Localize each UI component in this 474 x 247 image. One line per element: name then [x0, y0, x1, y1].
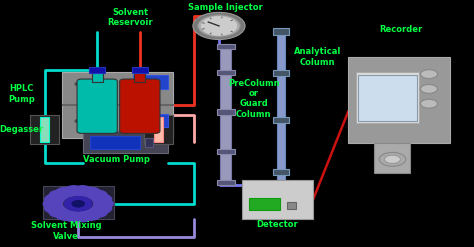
Circle shape	[75, 82, 82, 86]
Bar	[217, 70, 235, 75]
Text: Detector: Detector	[256, 220, 298, 229]
Text: Degasser: Degasser	[0, 125, 44, 134]
Circle shape	[45, 194, 64, 205]
Bar	[62, 72, 173, 138]
Bar	[220, 44, 231, 185]
Bar	[62, 104, 173, 105]
Circle shape	[72, 201, 84, 207]
Circle shape	[43, 199, 63, 209]
Bar	[273, 210, 289, 216]
Text: Solvent Mixing
Valve: Solvent Mixing Valve	[31, 221, 101, 241]
Circle shape	[49, 190, 69, 201]
Bar	[273, 28, 289, 35]
Circle shape	[198, 15, 240, 37]
Text: PreColumn
or
Guard
Column: PreColumn or Guard Column	[228, 79, 279, 119]
Circle shape	[64, 186, 84, 196]
FancyBboxPatch shape	[77, 79, 117, 133]
Bar	[217, 180, 235, 185]
Circle shape	[201, 17, 237, 35]
Circle shape	[420, 84, 438, 93]
Bar	[133, 75, 168, 89]
Circle shape	[64, 212, 84, 222]
Bar	[273, 169, 289, 175]
Bar	[133, 114, 168, 127]
Circle shape	[64, 197, 92, 211]
Circle shape	[75, 119, 82, 123]
Bar	[242, 180, 313, 219]
Bar	[145, 138, 153, 147]
Bar	[30, 115, 59, 144]
Bar	[217, 109, 235, 115]
Circle shape	[88, 207, 108, 217]
Bar	[43, 186, 114, 219]
Circle shape	[49, 207, 69, 217]
Circle shape	[103, 82, 110, 86]
FancyBboxPatch shape	[119, 79, 160, 133]
Circle shape	[193, 12, 245, 40]
Bar	[144, 115, 173, 144]
Bar	[348, 57, 450, 143]
Bar	[154, 117, 163, 142]
Circle shape	[89, 119, 96, 123]
Bar	[358, 75, 417, 121]
Circle shape	[384, 155, 401, 164]
Circle shape	[379, 152, 406, 166]
Circle shape	[89, 82, 96, 86]
Circle shape	[45, 203, 64, 213]
Bar	[287, 202, 296, 209]
Circle shape	[81, 210, 100, 220]
Text: Analytical
Column: Analytical Column	[294, 47, 341, 66]
Circle shape	[56, 187, 75, 198]
Bar	[135, 72, 145, 82]
Circle shape	[92, 194, 112, 205]
Text: Vacuum Pump: Vacuum Pump	[82, 155, 150, 164]
Circle shape	[103, 119, 110, 123]
Bar	[356, 72, 419, 124]
Bar	[83, 131, 168, 153]
Text: Solvent
Reservoir: Solvent Reservoir	[108, 8, 153, 27]
Circle shape	[92, 203, 112, 213]
Bar	[374, 143, 410, 173]
Bar	[273, 70, 289, 76]
Bar	[249, 198, 280, 210]
Bar	[90, 67, 105, 73]
Circle shape	[56, 210, 75, 220]
Circle shape	[420, 70, 438, 79]
Bar	[277, 30, 285, 216]
Bar	[40, 117, 49, 142]
Circle shape	[73, 186, 92, 196]
Text: HPLC
Pump: HPLC Pump	[8, 84, 35, 103]
Circle shape	[420, 99, 438, 108]
Bar	[217, 44, 235, 49]
Circle shape	[88, 190, 108, 201]
Bar	[132, 67, 147, 73]
Circle shape	[73, 212, 92, 222]
Text: Recorder: Recorder	[379, 25, 422, 34]
Text: Sample Injector: Sample Injector	[188, 3, 263, 12]
Bar	[90, 136, 140, 149]
Bar	[217, 149, 235, 154]
Circle shape	[81, 187, 100, 198]
Circle shape	[93, 199, 113, 209]
Bar	[92, 72, 102, 82]
Bar	[273, 117, 289, 123]
